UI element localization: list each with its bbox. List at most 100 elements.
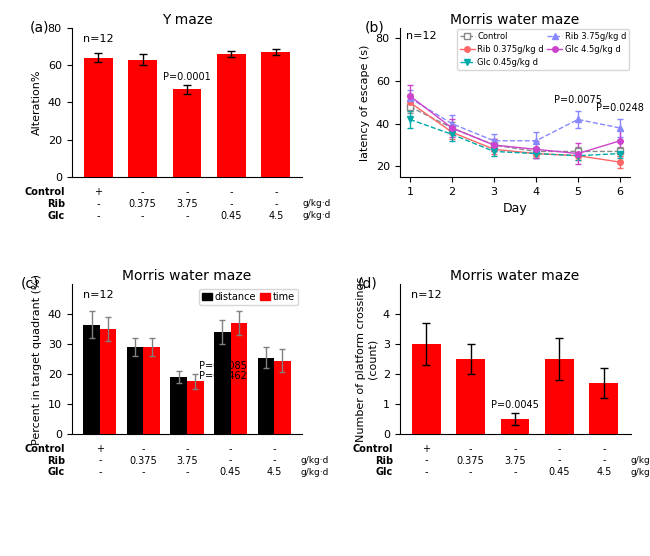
Text: -: - bbox=[185, 468, 188, 478]
Text: -: - bbox=[274, 187, 278, 197]
Text: -: - bbox=[469, 444, 473, 454]
Text: 0.375: 0.375 bbox=[457, 455, 484, 465]
Legend: distance, time: distance, time bbox=[199, 289, 298, 305]
Text: -: - bbox=[272, 444, 276, 454]
Text: g/kg·d: g/kg·d bbox=[302, 211, 331, 220]
Text: Rib: Rib bbox=[47, 199, 65, 209]
Text: -: - bbox=[274, 199, 278, 209]
Bar bbox=[217, 54, 246, 177]
Text: 3.75: 3.75 bbox=[176, 455, 198, 465]
Text: -: - bbox=[424, 468, 428, 478]
Text: 0.45: 0.45 bbox=[549, 468, 570, 478]
Bar bbox=[261, 52, 291, 177]
Text: n=12: n=12 bbox=[406, 31, 437, 41]
Y-axis label: Alteration%: Alteration% bbox=[32, 70, 42, 135]
Text: (c): (c) bbox=[21, 277, 39, 291]
Text: 0.375: 0.375 bbox=[129, 455, 157, 465]
Text: Glc: Glc bbox=[376, 468, 393, 478]
Text: -: - bbox=[96, 211, 100, 221]
Text: -: - bbox=[558, 444, 561, 454]
Text: -: - bbox=[141, 187, 144, 197]
Text: -: - bbox=[229, 455, 232, 465]
Text: -: - bbox=[185, 187, 188, 197]
Legend: Control, Rib 0.375g/kg d, Glc 0.45g/kg d, Rib 3.75g/kg d, Glc 4.5g/kg d: Control, Rib 0.375g/kg d, Glc 0.45g/kg d… bbox=[458, 29, 629, 70]
Text: P=0.0075: P=0.0075 bbox=[554, 95, 602, 105]
Text: -: - bbox=[96, 199, 100, 209]
Text: -: - bbox=[229, 199, 233, 209]
Text: 3.75: 3.75 bbox=[504, 455, 526, 465]
Text: -: - bbox=[424, 455, 428, 465]
Bar bbox=[274, 360, 291, 434]
Text: -: - bbox=[602, 444, 606, 454]
Text: 0.45: 0.45 bbox=[220, 468, 241, 478]
Text: Glc: Glc bbox=[47, 211, 65, 221]
Bar bbox=[144, 347, 160, 434]
Text: Rib: Rib bbox=[374, 455, 393, 465]
Text: -: - bbox=[272, 455, 276, 465]
Text: 4.5: 4.5 bbox=[268, 211, 283, 221]
Title: Morris water maze: Morris water maze bbox=[450, 269, 580, 284]
Bar bbox=[128, 59, 157, 177]
Text: 3.75: 3.75 bbox=[176, 199, 198, 209]
Text: g/kg·d: g/kg·d bbox=[300, 456, 329, 465]
Text: P=0.0248: P=0.0248 bbox=[596, 103, 644, 113]
Bar bbox=[231, 323, 247, 434]
Bar bbox=[127, 347, 144, 434]
Text: g/kg·d: g/kg·d bbox=[630, 456, 650, 465]
Text: P=0.0001: P=0.0001 bbox=[163, 72, 211, 82]
Text: -: - bbox=[558, 455, 561, 465]
Text: -: - bbox=[602, 455, 606, 465]
Bar bbox=[500, 419, 530, 434]
Text: 4.5: 4.5 bbox=[596, 468, 612, 478]
Text: Rib: Rib bbox=[47, 455, 65, 465]
Title: Y maze: Y maze bbox=[162, 13, 213, 27]
Bar bbox=[84, 58, 112, 177]
Bar bbox=[172, 90, 202, 177]
Y-axis label: Percent in target quadrant (%): Percent in target quadrant (%) bbox=[32, 274, 42, 445]
Bar bbox=[187, 381, 203, 434]
Bar bbox=[214, 332, 231, 434]
Text: -: - bbox=[185, 444, 188, 454]
Text: P=0.0085: P=0.0085 bbox=[199, 361, 246, 371]
Text: (b): (b) bbox=[365, 21, 385, 34]
Text: P=0.0045: P=0.0045 bbox=[491, 400, 539, 410]
Text: g/kg·d: g/kg·d bbox=[300, 468, 329, 477]
Text: -: - bbox=[469, 468, 473, 478]
Text: -: - bbox=[514, 468, 517, 478]
Bar bbox=[411, 344, 441, 434]
Text: Glc: Glc bbox=[47, 468, 65, 478]
Text: -: - bbox=[142, 468, 145, 478]
Text: Control: Control bbox=[352, 444, 393, 454]
Text: Control: Control bbox=[24, 187, 65, 197]
Bar bbox=[170, 377, 187, 434]
Text: 0.45: 0.45 bbox=[220, 211, 242, 221]
Bar bbox=[590, 383, 618, 434]
Text: +: + bbox=[422, 444, 430, 454]
Text: -: - bbox=[185, 211, 188, 221]
Bar bbox=[83, 325, 100, 434]
Text: -: - bbox=[514, 444, 517, 454]
X-axis label: Day: Day bbox=[502, 202, 527, 215]
Title: Morris water maze: Morris water maze bbox=[450, 13, 580, 27]
Text: -: - bbox=[142, 444, 145, 454]
Text: g/kg·d: g/kg·d bbox=[630, 468, 650, 477]
Y-axis label: latency of escape (s): latency of escape (s) bbox=[360, 44, 370, 161]
Bar bbox=[100, 329, 116, 434]
Text: n=12: n=12 bbox=[83, 34, 114, 44]
Text: (d): (d) bbox=[358, 277, 378, 291]
Text: -: - bbox=[98, 468, 101, 478]
Text: n=12: n=12 bbox=[83, 290, 114, 300]
Text: (a): (a) bbox=[30, 21, 49, 34]
Bar bbox=[545, 359, 574, 434]
Text: +: + bbox=[96, 444, 104, 454]
Text: n=12: n=12 bbox=[411, 290, 442, 300]
Title: Morris water maze: Morris water maze bbox=[122, 269, 252, 284]
Y-axis label: Number of platform crossings
(count): Number of platform crossings (count) bbox=[356, 276, 377, 442]
Text: -: - bbox=[229, 187, 233, 197]
Bar bbox=[456, 359, 485, 434]
Text: P=0.0462: P=0.0462 bbox=[199, 371, 246, 381]
Text: g/kg·d: g/kg·d bbox=[302, 200, 331, 208]
Text: -: - bbox=[229, 444, 232, 454]
Text: +: + bbox=[94, 187, 102, 197]
Text: -: - bbox=[98, 455, 101, 465]
